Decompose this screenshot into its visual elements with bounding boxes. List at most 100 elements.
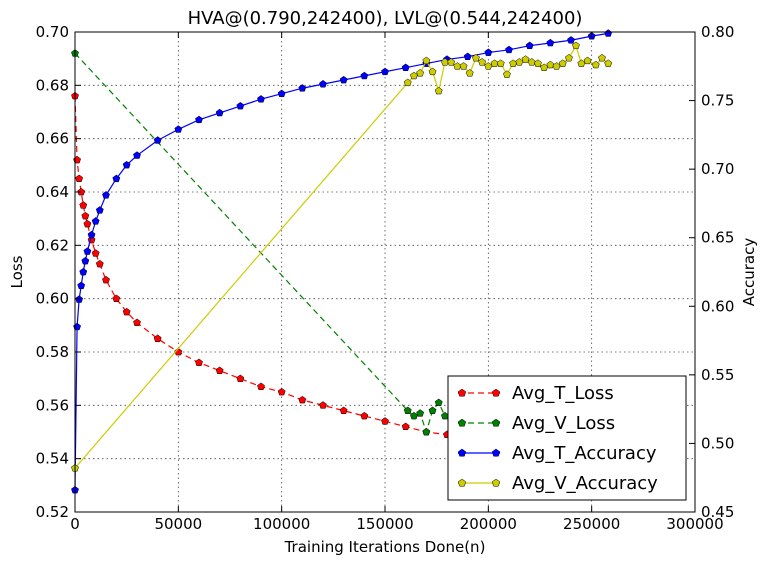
data-point-avg-t-accuracy (505, 45, 513, 54)
data-point-avg-t-accuracy (567, 36, 575, 44)
data-point-avg-t-accuracy (91, 217, 100, 225)
y-right-tick-label: 0.75 (701, 92, 734, 110)
legend-item-avg-t-accuracy: Avg_T_Accuracy (457, 443, 657, 464)
y-right-tick-label: 0.65 (701, 229, 734, 247)
data-point-avg-t-loss (91, 249, 100, 257)
legend: Avg_T_Loss Avg_V_Loss Avg_T_Accuracy Avg_V_… (447, 375, 687, 501)
data-point-avg-t-accuracy (546, 38, 555, 47)
y-left-tick-label: 0.54 (36, 450, 69, 468)
data-point-avg-v-accuracy (572, 41, 580, 50)
data-point-avg-v-loss (428, 406, 437, 414)
data-point-avg-t-accuracy (81, 256, 90, 265)
data-point-avg-t-loss (81, 211, 90, 220)
data-point-avg-v-accuracy (416, 69, 425, 77)
data-point-avg-v-accuracy (558, 59, 567, 67)
data-point-avg-v-accuracy (490, 59, 499, 67)
data-point-avg-v-accuracy (515, 58, 524, 66)
legend-marker-avg-v-accuracy (491, 478, 501, 487)
data-point-avg-v-accuracy (503, 70, 511, 78)
y-right-tick-label: 0.50 (701, 434, 734, 452)
data-point-avg-t-accuracy (133, 151, 141, 159)
chart-title: HVA@(0.790,242400), LVL@(0.544,242400) (188, 8, 583, 29)
data-point-avg-v-accuracy (459, 62, 468, 70)
legend-marker-avg-v-loss (491, 418, 501, 427)
y-left-tick-label: 0.60 (36, 290, 69, 308)
data-point-avg-v-accuracy (496, 59, 505, 67)
data-point-avg-t-accuracy (298, 84, 307, 92)
data-point-avg-t-loss (236, 374, 245, 382)
data-point-avg-t-loss (401, 422, 410, 430)
data-point-avg-v-accuracy (428, 67, 437, 76)
data-point-avg-t-loss (257, 382, 265, 390)
x-tick-label: 50000 (154, 515, 202, 533)
legend-marker-avg-t-accuracy (457, 448, 467, 457)
y-right-tick-label: 0.55 (701, 366, 734, 384)
data-point-avg-t-accuracy (257, 95, 265, 103)
data-point-avg-t-loss (339, 406, 348, 414)
x-axis-label: Training Iterations Done(n) (284, 538, 486, 556)
data-point-avg-t-accuracy (484, 48, 493, 56)
data-point-avg-v-loss (403, 406, 412, 414)
data-point-avg-t-accuracy (174, 125, 183, 133)
data-point-avg-v-accuracy (552, 62, 561, 70)
y-right-tick-label: 0.45 (701, 503, 734, 521)
data-point-avg-t-loss (360, 411, 369, 420)
data-point-avg-t-accuracy (95, 206, 104, 214)
x-tick-label: 100000 (253, 515, 310, 533)
data-point-avg-t-accuracy (153, 136, 162, 144)
data-point-avg-v-accuracy (453, 62, 462, 70)
y-left-tick-label: 0.56 (36, 396, 69, 414)
legend-item-avg-t-loss: Avg_T_Loss (457, 383, 614, 404)
data-point-avg-t-loss (79, 201, 88, 209)
data-point-avg-v-accuracy (598, 53, 606, 62)
y-left-tick-label: 0.58 (36, 343, 69, 361)
legend-marker-avg-t-loss (491, 388, 501, 397)
grid-lines (75, 32, 695, 512)
legend-marker-avg-v-loss (457, 418, 467, 427)
data-point-avg-v-loss (416, 409, 425, 417)
data-point-avg-v-accuracy (410, 71, 418, 80)
y-left-tick-label: 0.66 (36, 130, 69, 148)
data-point-avg-t-loss (319, 401, 327, 409)
data-point-avg-t-accuracy (112, 174, 121, 183)
data-point-avg-v-accuracy (465, 69, 474, 77)
data-point-avg-t-loss (381, 417, 389, 425)
data-point-avg-v-accuracy (577, 59, 586, 67)
data-point-avg-v-accuracy (484, 62, 493, 70)
y-right-tick-label: 0.60 (701, 297, 734, 315)
data-point-avg-t-accuracy (604, 29, 613, 37)
legend-label-avg-v-accuracy: Avg_V_Accuracy (512, 473, 658, 494)
y-left-tick-label: 0.52 (36, 503, 69, 521)
axes: 0 50000 100000 150000 200000 250000 300000 0.52… (36, 23, 735, 533)
data-point-avg-v-accuracy (478, 58, 487, 66)
data-point-avg-t-accuracy (122, 160, 131, 169)
y-right-tick-label: 0.70 (701, 160, 734, 178)
legend-label-avg-t-loss: Avg_T_Loss (512, 383, 614, 404)
y-axis-label-right: Accuracy (740, 238, 758, 307)
data-point-avg-v-accuracy (540, 63, 549, 71)
data-point-avg-t-accuracy (401, 63, 410, 71)
data-point-avg-t-loss (215, 366, 224, 374)
data-point-avg-t-accuracy (79, 267, 88, 276)
data-point-avg-t-accuracy (360, 71, 369, 80)
data-point-avg-v-accuracy (472, 53, 480, 62)
data-point-avg-t-accuracy (381, 67, 389, 76)
data-point-avg-v-accuracy (403, 78, 412, 87)
data-point-avg-t-accuracy (339, 75, 348, 84)
x-tick-label: 150000 (356, 515, 413, 533)
data-point-avg-v-accuracy (591, 60, 600, 69)
legend-item-avg-v-accuracy: Avg_V_Accuracy (457, 473, 658, 494)
legend-marker-avg-v-accuracy (457, 478, 467, 487)
series-line-avg-v-accuracy (74, 44, 609, 469)
data-point-avg-t-loss (112, 294, 121, 302)
data-point-avg-t-accuracy (215, 108, 224, 117)
legend-label-avg-v-loss: Avg_V_Loss (512, 413, 615, 434)
data-point-avg-t-loss (75, 174, 84, 182)
data-point-avg-t-accuracy (195, 115, 203, 124)
data-point-avg-t-loss (102, 275, 110, 284)
legend-item-avg-v-loss: Avg_V_Loss (457, 413, 615, 434)
y-left-tick-label: 0.68 (36, 76, 69, 94)
data-point-avg-t-accuracy (102, 191, 110, 199)
data-point-avg-v-loss (441, 411, 449, 420)
